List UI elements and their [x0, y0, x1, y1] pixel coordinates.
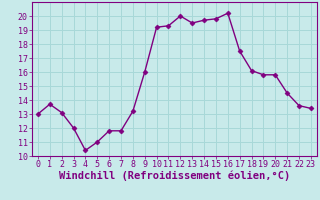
- X-axis label: Windchill (Refroidissement éolien,°C): Windchill (Refroidissement éolien,°C): [59, 171, 290, 181]
